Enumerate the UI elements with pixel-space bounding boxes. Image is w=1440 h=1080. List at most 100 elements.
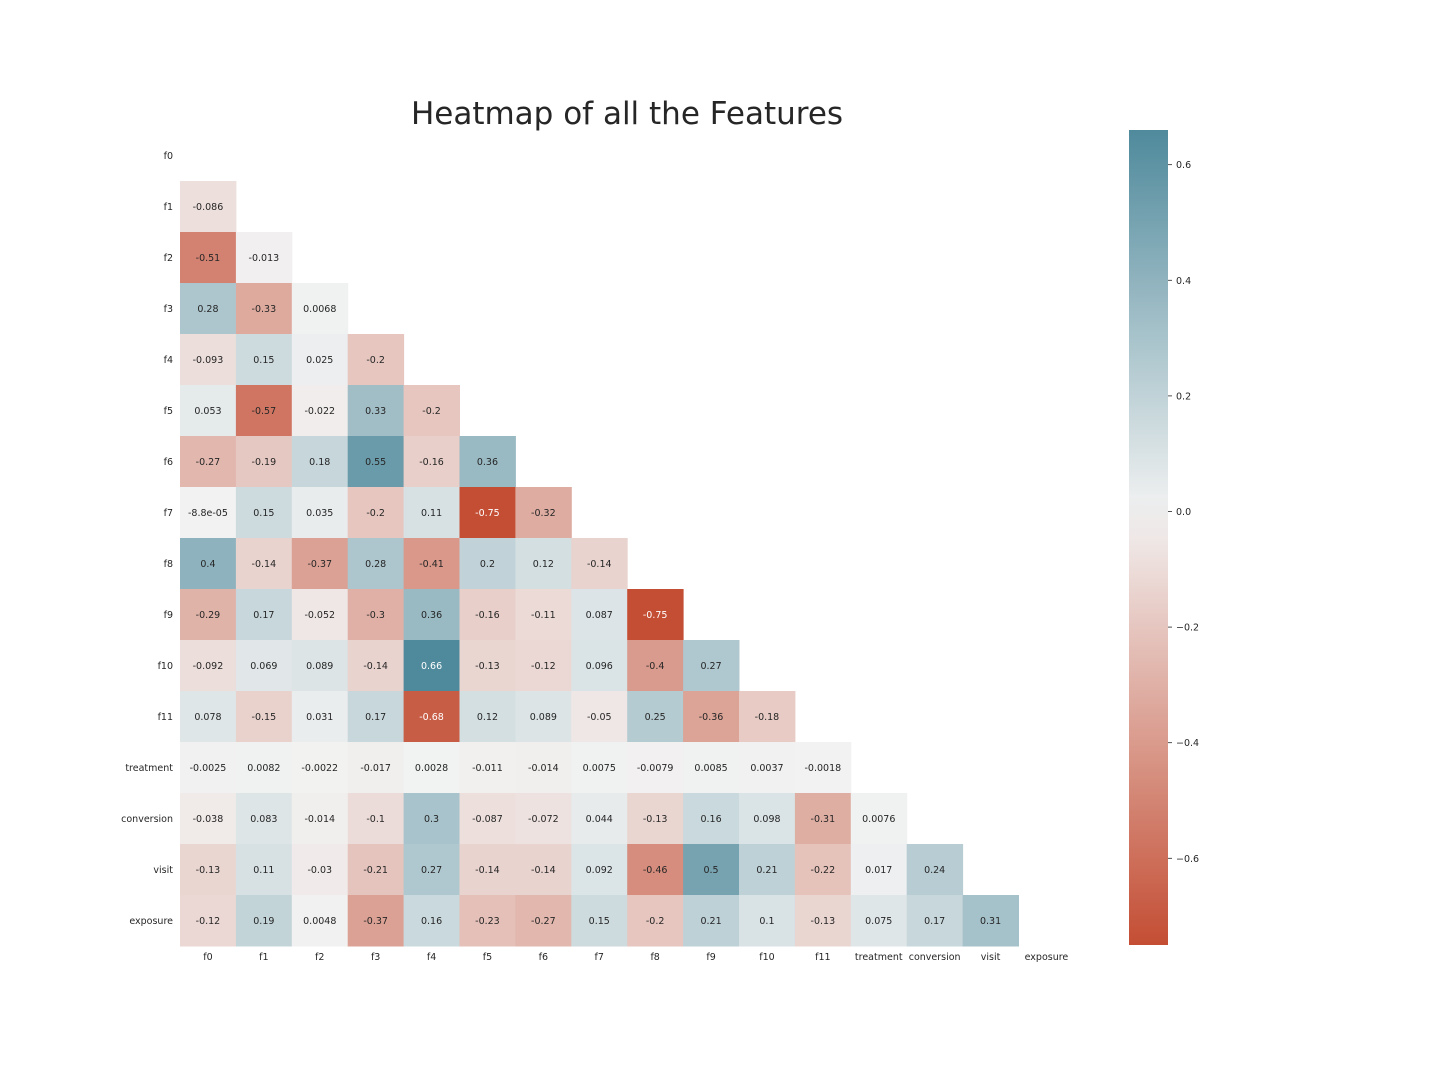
- heatmap-cell: [515, 487, 572, 539]
- heatmap-cell: [180, 334, 237, 386]
- cell-value-label: 0.12: [477, 712, 498, 723]
- x-tick-label: visit: [981, 952, 1001, 963]
- heatmap-cell: [180, 844, 237, 896]
- cell-value-label: 0.21: [756, 865, 777, 876]
- cell-value-label: 0.3: [424, 814, 439, 825]
- heatmap-cell: [794, 742, 852, 794]
- cell-value-label: -0.014: [528, 763, 559, 774]
- cell-value-label: -0.27: [531, 916, 556, 927]
- cell-value-label: -0.12: [196, 916, 221, 927]
- cell-value-label: -8.8e-05: [188, 508, 228, 519]
- cell-value-label: 0.0068: [303, 304, 336, 315]
- heatmap-cell: [739, 691, 796, 743]
- cell-value-label: -0.14: [475, 865, 500, 876]
- cell-value-label: 0.15: [589, 916, 610, 927]
- heatmap-cell: [235, 283, 293, 335]
- heatmap-cell: [515, 538, 572, 590]
- cell-value-label: -0.46: [643, 865, 668, 876]
- cell-value-label: 0.044: [586, 814, 613, 825]
- heatmap-cell: [235, 589, 293, 641]
- heatmap-cell: [235, 844, 293, 896]
- heatmap-cell: [515, 742, 572, 794]
- cell-value-label: -0.1: [366, 814, 385, 825]
- heatmap-cell: [235, 487, 293, 539]
- heatmap-cell: [850, 844, 908, 896]
- heatmap-cell: [403, 691, 460, 743]
- heatmap-cell: [180, 742, 237, 794]
- heatmap-cell: [235, 334, 293, 386]
- y-tick-label: visit: [153, 865, 173, 876]
- heatmap-cell: [291, 436, 349, 488]
- heatmap-cell: [347, 640, 405, 692]
- cell-value-label: 0.035: [306, 508, 333, 519]
- colorbar-tick-label: 0.0: [1176, 507, 1191, 518]
- heatmap-cell: [403, 436, 460, 488]
- cell-value-label: -0.086: [193, 202, 224, 213]
- cell-value-label: 0.075: [865, 916, 892, 927]
- cell-value-label: -0.14: [587, 559, 612, 570]
- x-tick-label: f4: [427, 952, 436, 963]
- cell-value-label: 0.27: [421, 865, 442, 876]
- cell-value-label: -0.22: [811, 865, 836, 876]
- heatmap-cell: [515, 640, 572, 692]
- cell-value-label: 0.089: [530, 712, 557, 723]
- heatmap-cell: [291, 742, 349, 794]
- cell-value-label: -0.16: [475, 610, 500, 621]
- cell-value-label: -0.51: [196, 253, 221, 264]
- heatmap-cell: [180, 232, 237, 284]
- cell-value-label: 0.4: [200, 559, 215, 570]
- x-tick-label: f7: [595, 952, 604, 963]
- cell-value-label: -0.75: [475, 508, 500, 519]
- x-tick-label: conversion: [909, 952, 961, 963]
- heatmap-cell: [235, 385, 293, 437]
- cell-value-label: -0.017: [360, 763, 391, 774]
- x-tick-label: f10: [759, 952, 774, 963]
- heatmap-cell: [571, 793, 628, 845]
- heatmap-cell: [180, 589, 237, 641]
- y-tick-label: f7: [164, 508, 173, 519]
- heatmap-cell: [459, 436, 516, 488]
- cell-value-label: 0.28: [197, 304, 218, 315]
- cell-value-label: 0.0028: [415, 763, 448, 774]
- cell-value-label: -0.41: [419, 559, 444, 570]
- heatmap-cell: [403, 742, 460, 794]
- heatmap-cell: [739, 844, 796, 896]
- x-tick-label: f6: [539, 952, 548, 963]
- heatmap-cell: [459, 538, 516, 590]
- cell-value-label: -0.37: [363, 916, 388, 927]
- cell-value-label: -0.072: [528, 814, 559, 825]
- cell-value-label: 0.33: [365, 406, 386, 417]
- heatmap-cell: [571, 640, 628, 692]
- heatmap-cell: [739, 742, 796, 794]
- heatmap-cell: [291, 793, 349, 845]
- x-tick-label: f2: [315, 952, 324, 963]
- heatmap-cell: [403, 793, 460, 845]
- cell-value-label: -0.2: [422, 406, 441, 417]
- cell-value-label: 0.0082: [247, 763, 280, 774]
- cell-value-label: -0.37: [307, 559, 332, 570]
- cell-value-label: 0.17: [365, 712, 386, 723]
- heatmap-cell: [235, 640, 293, 692]
- cell-value-label: 0.0048: [303, 916, 336, 927]
- heatmap-cell: [403, 385, 460, 437]
- heatmap-cell: [180, 487, 237, 539]
- colorbar-tick-label: 0.4: [1176, 276, 1191, 287]
- heatmap-cell: [683, 895, 740, 947]
- cell-value-label: -0.19: [252, 457, 277, 468]
- heatmap-cell: [906, 844, 964, 896]
- cell-value-label: 0.031: [306, 712, 333, 723]
- cell-value-label: -0.75: [643, 610, 668, 621]
- cell-value-label: -0.31: [811, 814, 836, 825]
- heatmap-cell: [627, 691, 684, 743]
- y-tick-label: f5: [164, 406, 173, 417]
- cell-value-label: -0.57: [252, 406, 277, 417]
- cell-value-label: -0.092: [193, 661, 224, 672]
- cell-value-label: -0.36: [699, 712, 724, 723]
- heatmap-cell: [850, 793, 908, 845]
- heatmap-cell: [459, 895, 516, 947]
- cell-value-label: -0.12: [531, 661, 556, 672]
- heatmap-cell: [627, 895, 684, 947]
- heatmap-cell: [683, 742, 740, 794]
- x-tick-label: f0: [203, 952, 212, 963]
- cell-value-label: -0.038: [193, 814, 224, 825]
